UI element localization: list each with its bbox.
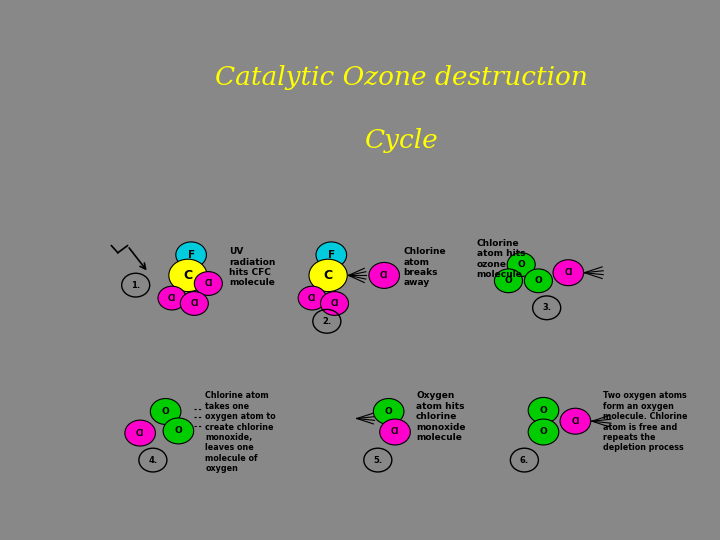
Circle shape	[163, 418, 194, 444]
Text: Cl: Cl	[391, 428, 399, 436]
Circle shape	[524, 269, 552, 293]
Circle shape	[369, 262, 400, 288]
Text: Cl: Cl	[564, 268, 572, 277]
Text: 6.: 6.	[520, 456, 529, 464]
Text: Chlorine atom
takes one
oxygen atom to
create chlorine
monoxide,
leaves one
mole: Chlorine atom takes one oxygen atom to c…	[205, 392, 276, 473]
Circle shape	[507, 253, 535, 276]
Text: Chlorine
atom hits
ozone
molecule: Chlorine atom hits ozone molecule	[477, 239, 525, 279]
Circle shape	[320, 292, 348, 315]
Text: Cl: Cl	[204, 279, 212, 288]
Text: O: O	[162, 407, 169, 416]
Text: Cl: Cl	[190, 299, 199, 308]
Circle shape	[495, 269, 523, 293]
Text: Two oxygen atoms
form an oxygen
molecule. Chlorine
atom is free and
repeats the
: Two oxygen atoms form an oxygen molecule…	[603, 392, 688, 453]
Text: Cl: Cl	[168, 294, 176, 302]
Text: Cl: Cl	[571, 417, 580, 426]
Circle shape	[560, 408, 590, 434]
Circle shape	[379, 419, 410, 445]
Circle shape	[316, 242, 346, 268]
Text: 5.: 5.	[373, 456, 382, 464]
Circle shape	[158, 286, 186, 310]
Circle shape	[150, 399, 181, 424]
Text: UV
radiation
hits CFC
molecule: UV radiation hits CFC molecule	[230, 247, 276, 287]
Text: Cl: Cl	[308, 294, 316, 302]
Text: O: O	[384, 407, 392, 416]
Text: Chlorine
atom
breaks
away: Chlorine atom breaks away	[403, 247, 446, 287]
Circle shape	[125, 420, 156, 446]
Text: F: F	[188, 250, 194, 260]
Circle shape	[528, 397, 559, 423]
Circle shape	[168, 259, 207, 292]
Circle shape	[298, 286, 326, 310]
Text: 4.: 4.	[148, 456, 158, 464]
Text: Cycle: Cycle	[364, 129, 438, 153]
Circle shape	[180, 292, 208, 315]
Text: 2.: 2.	[323, 317, 331, 326]
Text: 3.: 3.	[542, 303, 552, 312]
Text: F: F	[328, 250, 335, 260]
Circle shape	[194, 272, 222, 295]
Text: Cl: Cl	[330, 299, 338, 308]
Text: C: C	[184, 269, 192, 282]
Text: C: C	[323, 269, 333, 282]
Text: O: O	[505, 276, 513, 285]
Text: Oxygen
atom hits
chlorine
monoxide
molecule: Oxygen atom hits chlorine monoxide molec…	[416, 392, 466, 442]
Text: O: O	[534, 276, 542, 285]
Text: O: O	[517, 260, 525, 269]
Text: 1.: 1.	[131, 281, 140, 289]
Text: O: O	[539, 406, 547, 415]
Circle shape	[553, 260, 584, 286]
Circle shape	[309, 259, 347, 292]
Circle shape	[374, 399, 404, 424]
Text: O: O	[539, 428, 547, 436]
Circle shape	[528, 419, 559, 445]
Text: Catalytic Ozone destruction: Catalytic Ozone destruction	[215, 65, 588, 90]
Text: O: O	[174, 427, 182, 435]
Text: Cl: Cl	[380, 271, 388, 280]
Text: Cl: Cl	[136, 429, 144, 437]
Circle shape	[176, 242, 207, 268]
